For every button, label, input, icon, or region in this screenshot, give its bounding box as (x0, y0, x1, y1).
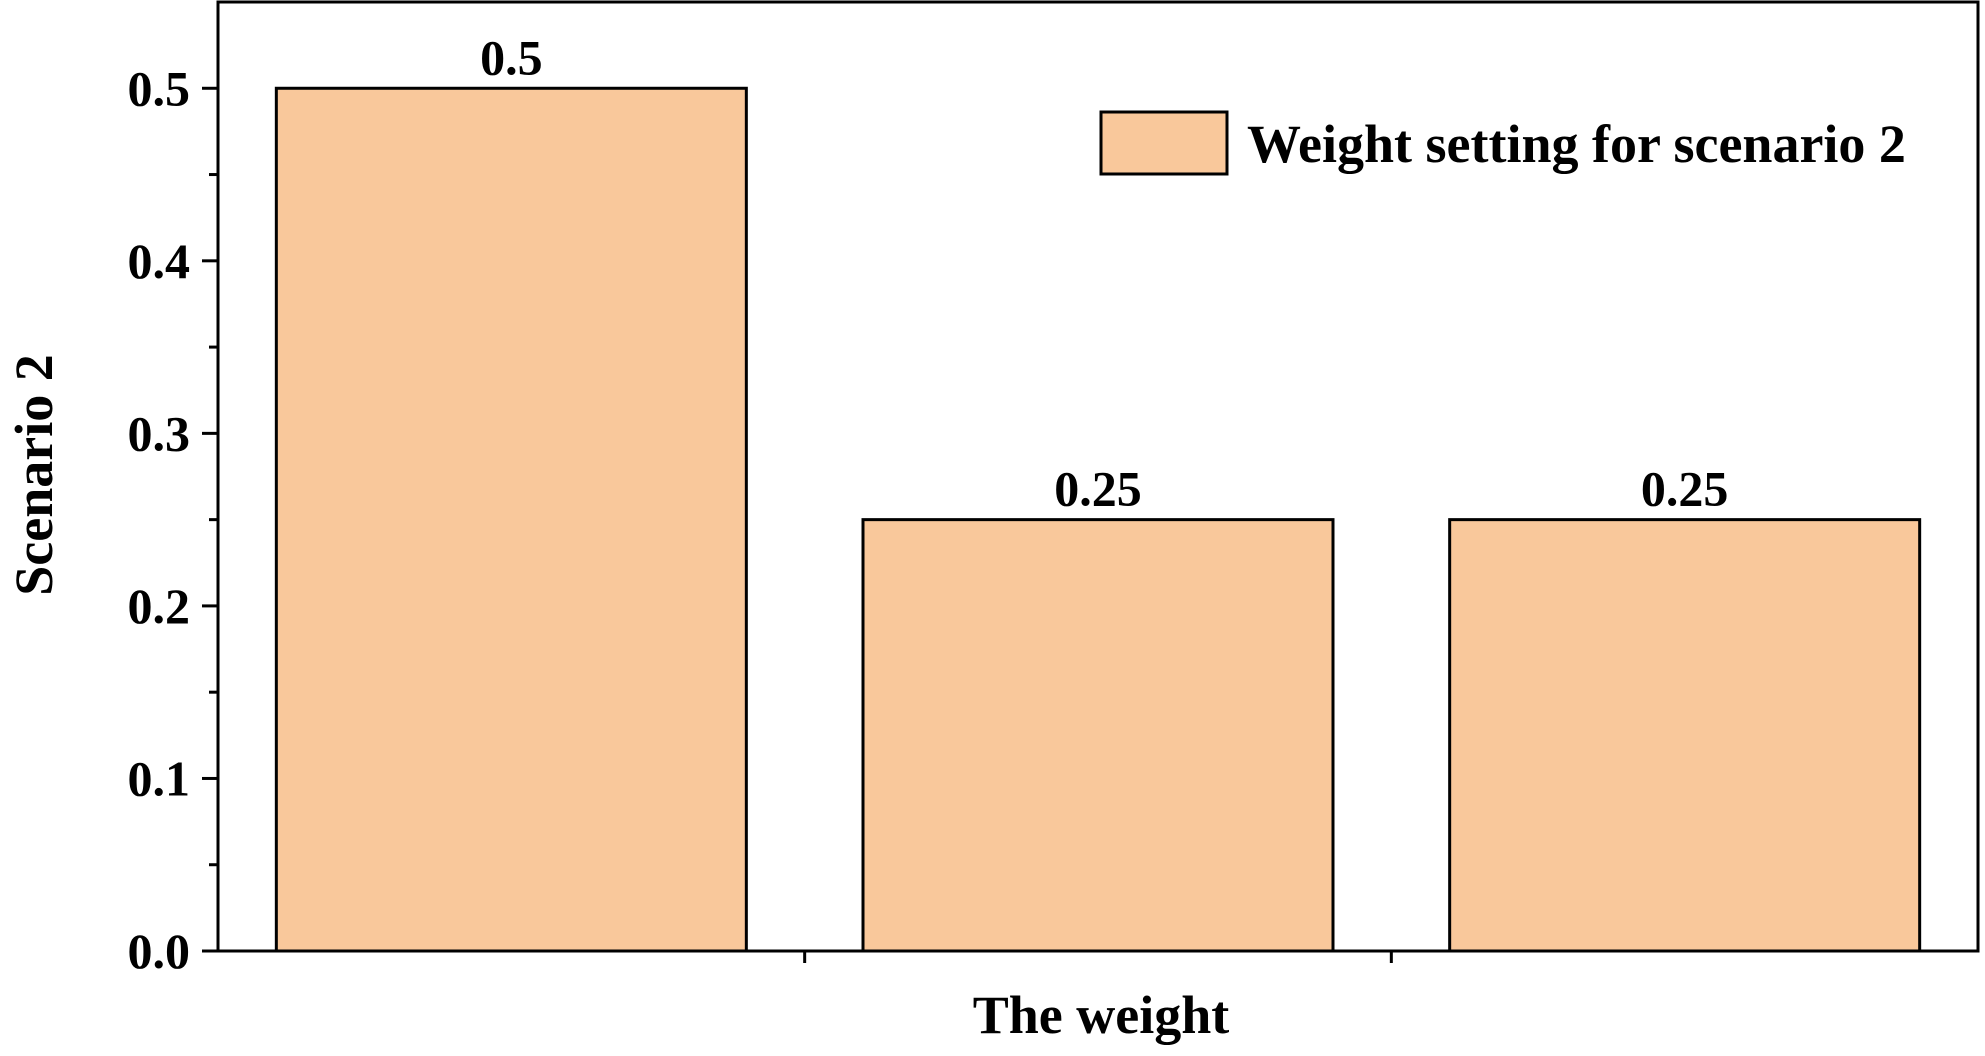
data-label-2: 0.25 (1054, 461, 1142, 517)
y-tick-label: 0.5 (128, 60, 191, 116)
y-tick-label: 0.2 (128, 578, 191, 634)
bar-1 (274, 86, 748, 953)
bars-layer (274, 86, 1922, 953)
legend-label: Weight setting for scenario 2 (1247, 114, 1906, 174)
bar-3 (1448, 518, 1922, 953)
x-axis-title: The weight (973, 985, 1230, 1045)
legend-swatch (1099, 110, 1229, 176)
y-axis-title: Scenario 2 (4, 354, 64, 595)
bar-2 (861, 518, 1335, 953)
data-labels-layer: 0.5 0.25 0.25 (480, 29, 1728, 516)
plot-area-frame (216, 0, 1980, 953)
y-tick-label: 0.3 (128, 405, 191, 461)
data-label-3: 0.25 (1641, 461, 1729, 517)
legend: Weight setting for scenario 2 (1099, 110, 1906, 176)
data-label-1: 0.5 (480, 29, 543, 85)
y-tick-label: 0.1 (128, 750, 191, 806)
y-axis-ticks: 0.0 0.1 0.2 0.3 0.4 0.5 (128, 60, 218, 979)
y-tick-label: 0.0 (128, 923, 191, 979)
y-tick-label: 0.4 (128, 233, 191, 289)
x-axis-ticks (803, 951, 1393, 963)
